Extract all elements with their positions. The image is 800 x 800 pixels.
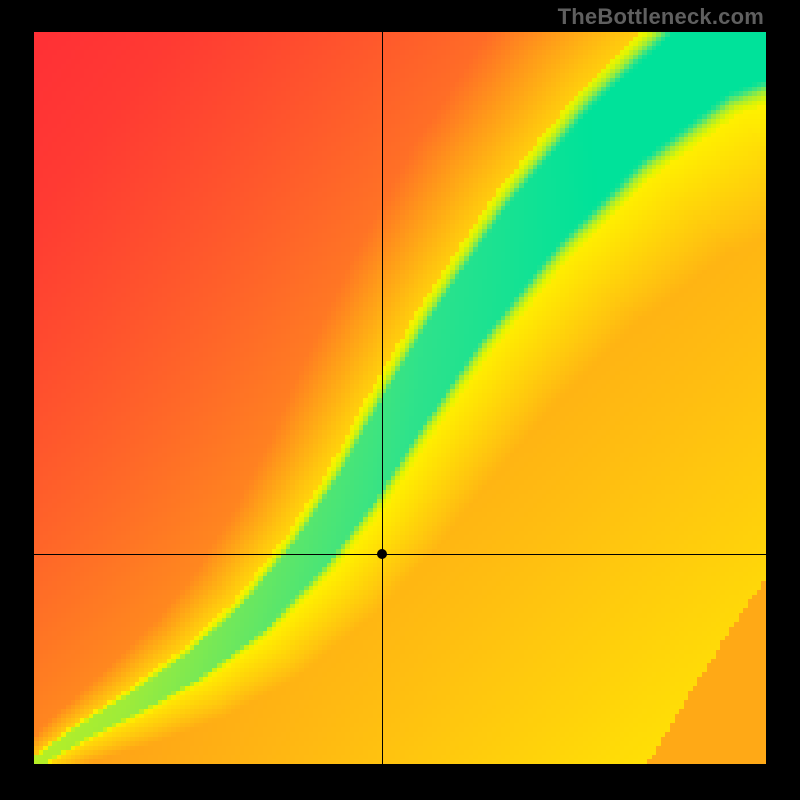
chart-frame: TheBottleneck.com (0, 0, 800, 800)
watermark-text: TheBottleneck.com (558, 4, 764, 30)
data-point-marker (377, 549, 387, 559)
heatmap-canvas (34, 32, 766, 764)
crosshair-vertical (382, 32, 383, 764)
crosshair-horizontal (34, 554, 766, 555)
plot-area (34, 32, 766, 764)
